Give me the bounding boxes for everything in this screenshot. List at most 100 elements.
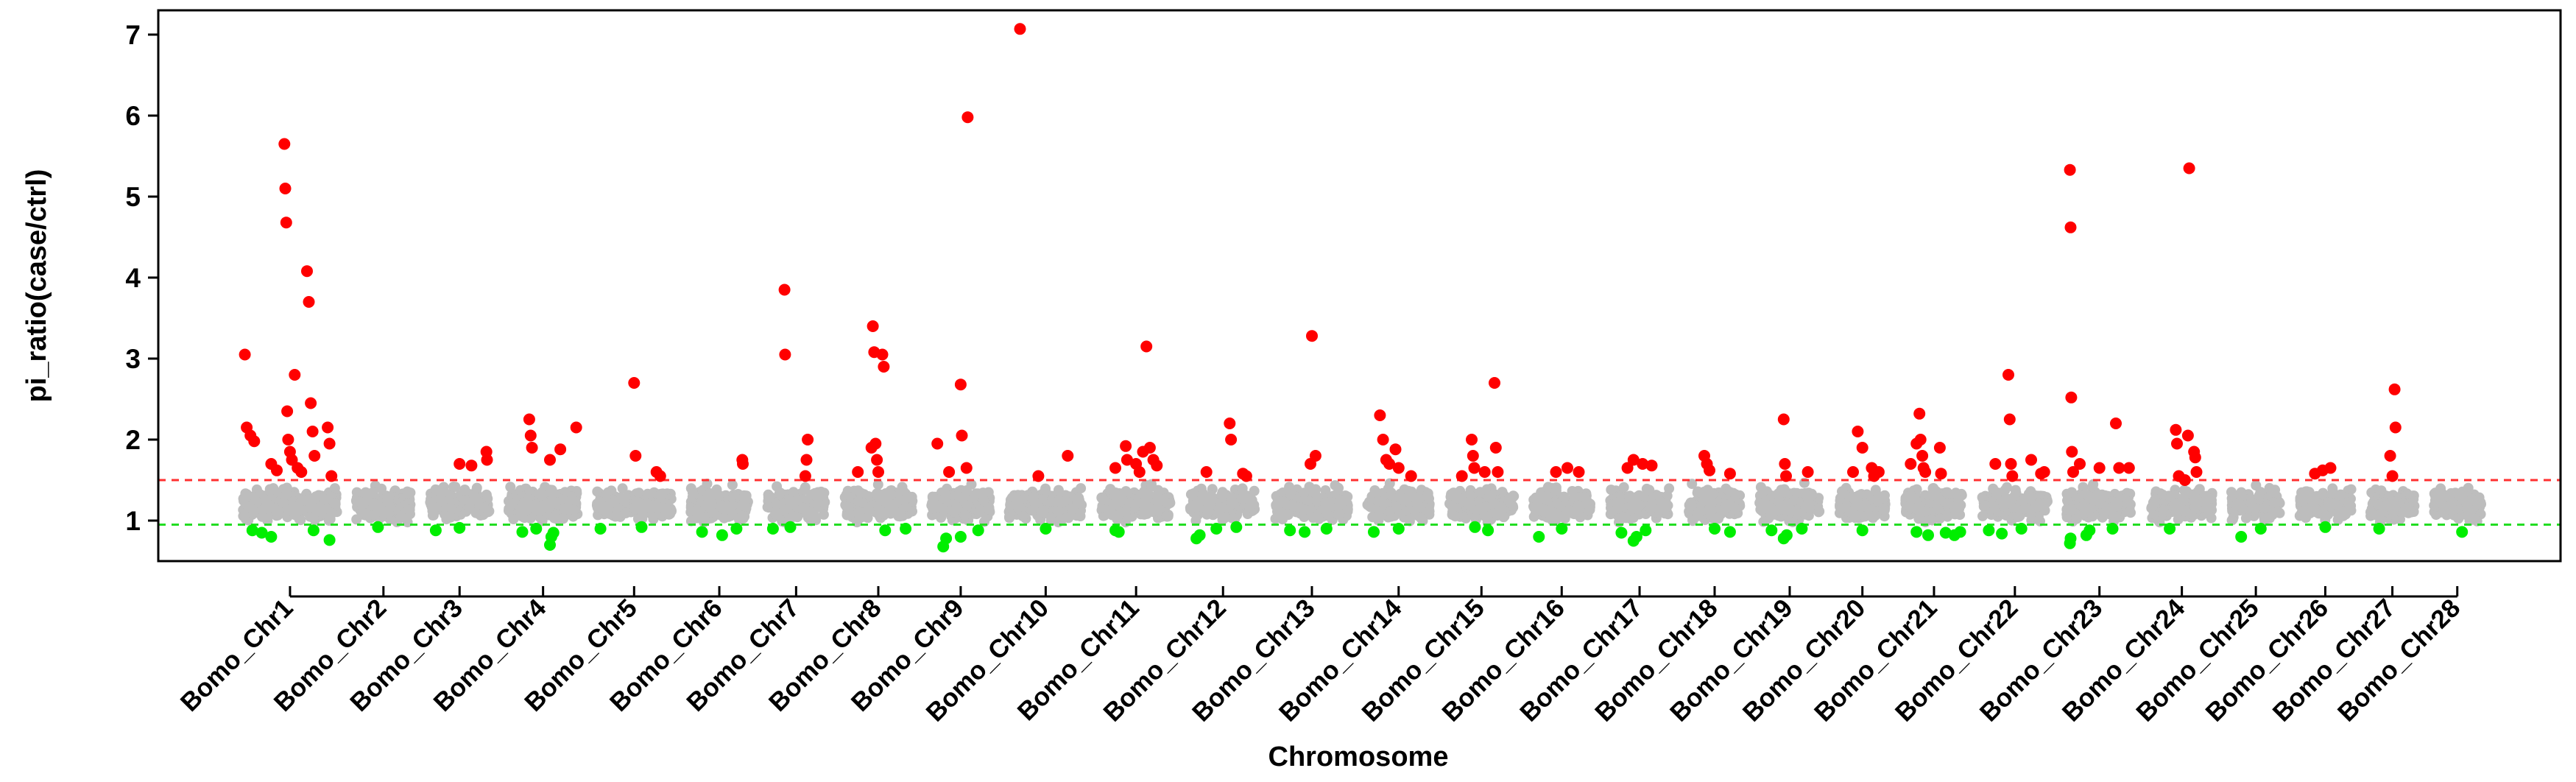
background-point xyxy=(807,510,818,521)
background-point xyxy=(633,487,644,499)
background-point xyxy=(1203,498,1214,509)
background-point xyxy=(797,494,808,504)
background-point xyxy=(978,487,989,499)
background-point xyxy=(2030,501,2042,512)
background-point xyxy=(903,492,914,503)
background-point xyxy=(1120,507,1131,518)
background-point xyxy=(1838,487,1849,499)
background-point xyxy=(1707,489,1718,500)
background-point xyxy=(2298,491,2309,501)
background-point xyxy=(385,502,395,513)
background-point xyxy=(1028,491,1040,502)
background-point xyxy=(2011,503,2022,513)
background-point xyxy=(1384,506,1395,517)
background-point xyxy=(448,482,459,492)
background-point xyxy=(1913,501,1924,512)
background-point xyxy=(2159,507,2170,518)
background-point xyxy=(521,496,532,507)
background-point xyxy=(504,504,515,514)
background-point xyxy=(278,497,289,508)
background-point xyxy=(974,504,985,515)
background-point xyxy=(1071,494,1082,505)
background-point xyxy=(1414,494,1425,505)
background-point xyxy=(275,505,286,516)
background-point xyxy=(1880,490,1890,501)
background-point xyxy=(264,500,275,511)
background-point xyxy=(1943,498,1954,509)
background-point xyxy=(594,496,605,507)
background-point xyxy=(2402,502,2413,513)
background-point xyxy=(611,510,622,521)
background-point xyxy=(978,495,989,506)
background-point xyxy=(2071,513,2082,524)
background-point xyxy=(376,483,387,494)
background-point xyxy=(1372,496,1383,507)
background-point xyxy=(871,488,882,499)
background-point xyxy=(1017,511,1028,522)
background-point xyxy=(2346,484,2357,495)
background-point xyxy=(1458,496,1469,507)
background-point xyxy=(629,501,641,512)
background-point xyxy=(739,493,750,504)
background-point xyxy=(2010,485,2021,496)
background-point xyxy=(727,501,738,512)
background-point xyxy=(1039,505,1050,516)
background-point xyxy=(1054,506,1064,517)
background-point xyxy=(1530,493,1541,504)
background-point xyxy=(1879,504,1890,515)
background-point xyxy=(940,489,951,500)
background-point xyxy=(2323,497,2334,507)
background-point xyxy=(2100,507,2111,518)
background-point xyxy=(1687,501,1698,512)
background-point xyxy=(1192,500,1203,511)
background-point xyxy=(1620,512,1631,524)
background-point xyxy=(2206,503,2217,514)
background-point xyxy=(907,506,917,517)
background-point xyxy=(727,479,738,490)
background-point xyxy=(551,497,562,507)
background-point xyxy=(2236,488,2247,499)
background-point xyxy=(2088,495,2099,506)
background-point xyxy=(719,512,730,524)
background-point xyxy=(854,513,864,524)
background-point xyxy=(445,512,456,523)
background-point xyxy=(1779,484,1790,495)
background-point xyxy=(983,504,994,515)
background-point xyxy=(928,503,939,514)
background-point xyxy=(957,493,968,504)
background-point xyxy=(2150,498,2161,509)
background-point xyxy=(853,485,864,496)
background-point xyxy=(361,508,372,518)
background-point xyxy=(2192,496,2203,507)
background-point xyxy=(1870,510,1881,521)
background-point xyxy=(2067,487,2078,498)
background-point xyxy=(1997,496,2008,507)
background-point xyxy=(1244,501,1255,512)
background-point xyxy=(780,504,791,515)
background-point xyxy=(2165,491,2176,501)
background-point xyxy=(1988,483,1999,494)
background-point xyxy=(882,507,893,518)
background-point xyxy=(327,507,338,518)
background-point xyxy=(316,507,327,517)
background-point xyxy=(1979,500,1990,511)
background-point xyxy=(459,495,470,505)
background-point xyxy=(800,482,811,493)
background-point xyxy=(1645,502,1656,513)
background-point xyxy=(371,499,382,510)
background-point xyxy=(306,502,317,512)
background-point xyxy=(1336,498,1347,509)
background-point xyxy=(355,496,366,507)
background-point xyxy=(1139,509,1150,520)
background-point xyxy=(927,491,938,502)
background-point xyxy=(774,487,785,499)
background-point xyxy=(558,513,569,524)
background-point xyxy=(1551,508,1562,519)
background-point xyxy=(741,501,751,512)
background-point xyxy=(771,499,782,510)
background-point xyxy=(2251,480,2262,491)
background-point xyxy=(1542,490,1553,501)
background-point xyxy=(568,504,579,515)
background-point xyxy=(2041,498,2052,509)
background-point xyxy=(1320,499,1330,510)
